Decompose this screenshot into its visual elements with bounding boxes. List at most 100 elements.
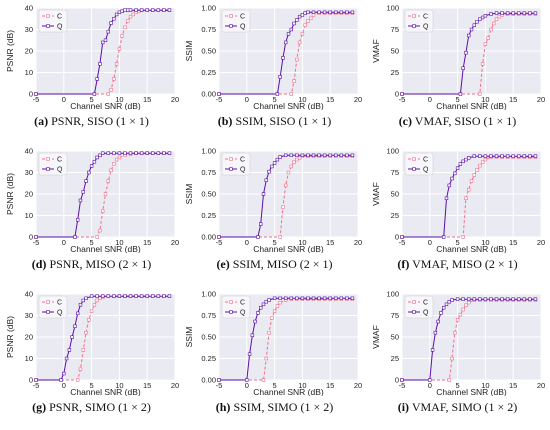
series-Q-point: [76, 311, 80, 316]
legend-label-C: C: [240, 300, 245, 307]
series-Q-point: [59, 378, 63, 382]
caption-tag: (g): [32, 400, 47, 414]
x-axis-label: Channel SNR (dB): [436, 244, 507, 253]
series-Q-point: [517, 297, 521, 301]
series-Q-point: [272, 296, 277, 300]
series-Q-point: [528, 11, 532, 15]
series-Q-point: [533, 11, 538, 15]
y-tick-label: 100: [386, 290, 399, 299]
series-Q-point: [89, 294, 94, 298]
x-tick-label: 5: [90, 238, 94, 247]
x-tick-label: 15: [326, 238, 334, 247]
series-C-point: [284, 183, 288, 188]
caption-b: (b) SSIM, SISO (1 × 1): [183, 114, 366, 129]
legend-marker-C: [46, 157, 50, 161]
series-Q-point: [311, 10, 316, 14]
x-tick-label: 15: [143, 95, 151, 104]
series-C-point: [126, 19, 130, 23]
caption-f: (f) VMAF, MISO (2 × 1): [366, 257, 549, 272]
series-Q-point: [112, 151, 116, 155]
x-tick-label: 20: [171, 95, 179, 104]
legend-label-C: C: [240, 14, 245, 21]
series-Q-point: [261, 302, 266, 307]
series-Q-point: [306, 296, 310, 300]
series-C-point: [109, 88, 113, 92]
series-Q-point: [106, 294, 110, 298]
series-Q-point: [500, 297, 504, 301]
series-Q-point: [98, 153, 102, 157]
series-Q-point: [345, 10, 349, 14]
series-C-point: [112, 162, 116, 166]
y-axis-label: VMAF: [371, 325, 381, 349]
series-Q-point: [472, 154, 476, 158]
series-Q-point: [289, 27, 293, 32]
series-Q-point: [311, 153, 316, 157]
series-C-point: [292, 160, 296, 164]
series-Q-point: [328, 10, 332, 14]
legend-marker-Q: [229, 24, 233, 28]
series-Q-point: [64, 356, 69, 361]
y-tick-label: 0.50: [201, 333, 216, 342]
series-Q-point: [464, 51, 468, 55]
x-tick-label: 0: [245, 238, 249, 247]
x-tick-label: 5: [90, 381, 94, 390]
series-C-point: [297, 156, 302, 160]
series-Q-point: [284, 40, 288, 45]
series-Q-point: [112, 17, 116, 21]
series-Q-point: [120, 9, 124, 13]
series-Q-point: [109, 21, 113, 25]
y-tick-label: 50: [391, 333, 399, 342]
series-Q-point: [286, 32, 291, 36]
series-Q-point: [253, 319, 257, 324]
legend: CQ: [38, 9, 68, 33]
series-Q-point: [511, 297, 515, 301]
series-Q-point: [334, 10, 338, 14]
series-Q-point: [264, 178, 268, 182]
series-Q-point: [259, 222, 263, 226]
legend-box: [221, 295, 251, 319]
legend: CQ: [38, 295, 68, 319]
series-C-point: [278, 300, 282, 305]
series-Q-point: [73, 324, 77, 328]
x-tick-label: 15: [326, 381, 334, 390]
series-Q-point: [478, 154, 482, 158]
legend-marker-C: [412, 300, 416, 304]
legend: CQ: [404, 9, 434, 33]
y-tick-label: 100: [386, 147, 399, 156]
series-C-point: [78, 367, 83, 371]
series-Q-point: [494, 297, 499, 301]
series-Q-point: [517, 11, 521, 15]
legend-marker-Q: [229, 310, 233, 314]
series-Q-point: [500, 154, 504, 158]
series-Q-point: [339, 153, 344, 157]
y-tick-label: 10: [25, 354, 33, 363]
legend-marker-Q: [229, 167, 233, 171]
legend-marker-Q: [412, 24, 416, 28]
series-C-point: [84, 330, 88, 335]
series-Q-point: [295, 296, 299, 300]
series-Q-point: [145, 8, 149, 12]
chart-h: -5 0 5 10 15 20 0.00 0.25 0.50 0.75 1.00 Channel SN…: [184, 290, 362, 397]
x-tick-label: 10: [481, 238, 489, 247]
series-Q-point: [289, 296, 293, 300]
series-C-point: [261, 378, 266, 382]
series-Q-point: [139, 8, 144, 12]
series-C-point: [87, 318, 91, 322]
x-tick-label: 10: [115, 95, 123, 104]
caption-text: VMAF, MISO (2 × 1): [409, 257, 518, 271]
series-Q-point: [261, 192, 266, 196]
y-tick-label: 10: [25, 211, 33, 220]
legend-label-Q: Q: [240, 24, 246, 31]
series-Q-point: [272, 161, 277, 165]
series-Q-point: [334, 153, 338, 157]
series-Q-point: [217, 378, 221, 382]
legend-label-C: C: [423, 300, 428, 307]
y-tick-label: 1.00: [201, 290, 216, 299]
series-Q-point: [167, 294, 172, 298]
legend-box: [404, 9, 434, 33]
series-Q-point: [123, 294, 127, 298]
series-Q-point: [480, 15, 485, 20]
series-Q-point: [87, 170, 91, 175]
